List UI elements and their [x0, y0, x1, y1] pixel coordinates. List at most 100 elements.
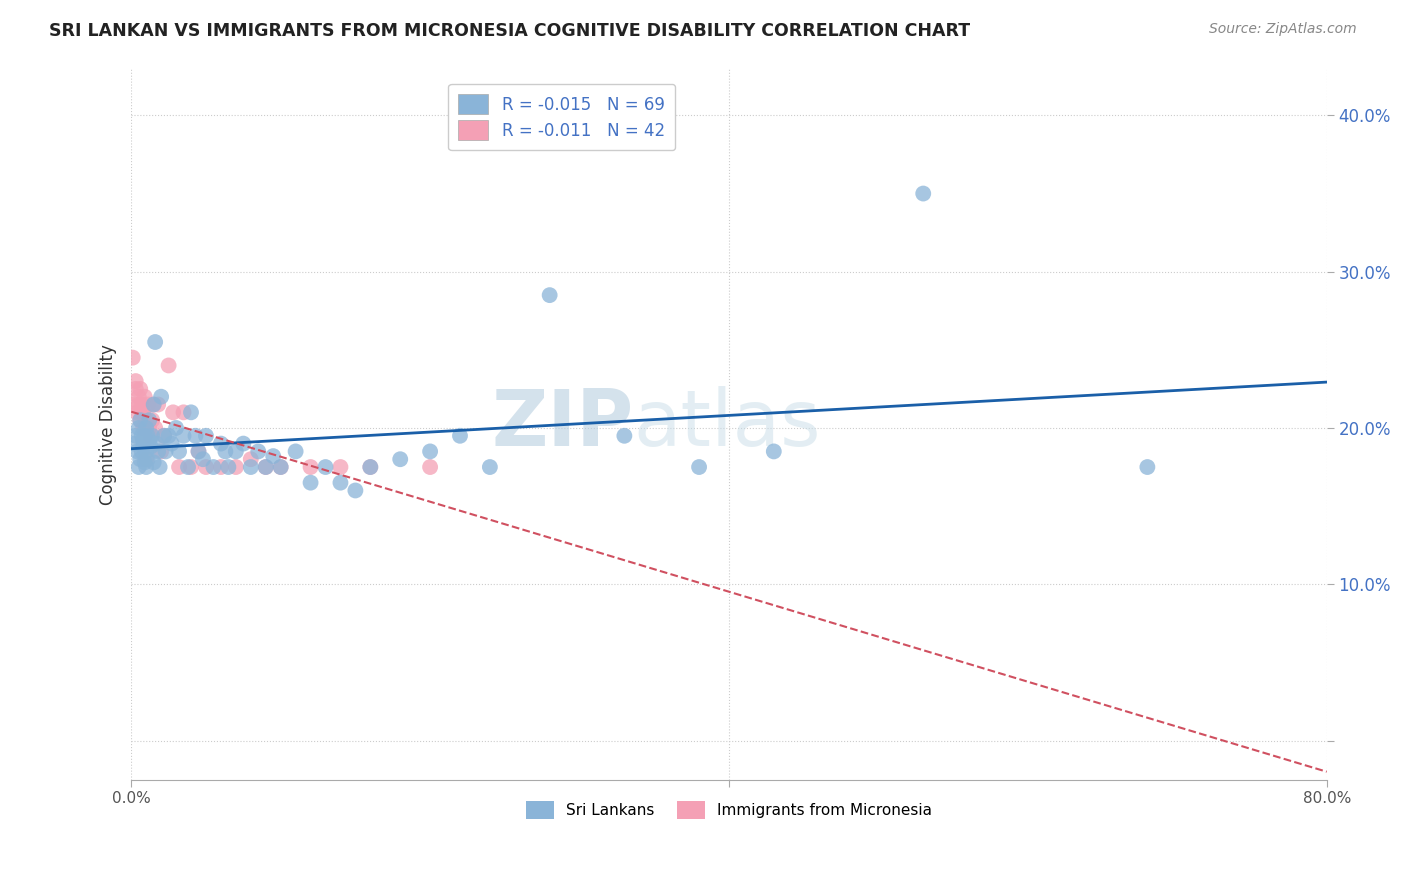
Point [912, 186, 935, 201]
Point [254, 460, 277, 475]
Point [202, 460, 225, 475]
Point [131, 398, 153, 412]
Point [135, 452, 157, 467]
Point [180, 405, 202, 419]
Point [167, 460, 190, 475]
Point [165, 421, 187, 435]
Point [129, 413, 152, 427]
Point [129, 452, 152, 467]
Point [177, 460, 200, 475]
Point [191, 452, 214, 467]
Point [149, 460, 172, 475]
Point [125, 382, 148, 396]
Point [157, 359, 180, 373]
Point [128, 460, 150, 475]
Point [232, 436, 254, 450]
Point [299, 460, 322, 475]
Point [329, 460, 352, 475]
Point [138, 434, 160, 448]
Point [344, 483, 367, 498]
Text: ZIP: ZIP [491, 386, 633, 462]
Point [128, 390, 150, 404]
Point [134, 429, 156, 443]
Point [145, 436, 167, 450]
Point [122, 436, 145, 450]
Point [284, 444, 307, 458]
Point [131, 429, 153, 443]
Point [1136, 460, 1159, 475]
Point [239, 460, 262, 475]
Point [131, 444, 153, 458]
Point [142, 398, 165, 412]
Point [217, 460, 239, 475]
Point [247, 444, 270, 458]
Point [538, 288, 561, 302]
Point [173, 429, 195, 443]
Point [209, 460, 232, 475]
Point [143, 421, 166, 435]
Point [389, 452, 412, 467]
Point [329, 475, 352, 490]
Point [225, 460, 247, 475]
Text: SRI LANKAN VS IMMIGRANTS FROM MICRONESIA COGNITIVE DISABILITY CORRELATION CHART: SRI LANKAN VS IMMIGRANTS FROM MICRONESIA… [49, 22, 970, 40]
Point [136, 452, 159, 467]
Point [762, 444, 785, 458]
Point [127, 405, 149, 419]
Point [139, 440, 162, 454]
Point [142, 455, 165, 469]
Point [129, 413, 152, 427]
Point [270, 460, 292, 475]
Point [138, 413, 160, 427]
Point [262, 449, 284, 463]
Point [187, 444, 209, 458]
Point [121, 351, 143, 365]
Point [449, 429, 471, 443]
Point [146, 398, 169, 412]
Point [419, 444, 441, 458]
Point [135, 460, 157, 475]
Point [153, 429, 176, 443]
Point [136, 429, 159, 443]
Point [478, 460, 501, 475]
Point [160, 436, 183, 450]
Point [136, 398, 159, 412]
Point [134, 390, 156, 404]
Point [132, 440, 155, 454]
Point [155, 444, 177, 458]
Point [315, 460, 337, 475]
Point [688, 460, 710, 475]
Point [194, 460, 217, 475]
Point [173, 405, 195, 419]
Point [129, 382, 152, 396]
Point [239, 452, 262, 467]
Point [194, 429, 217, 443]
Point [135, 413, 157, 427]
Point [187, 444, 209, 458]
Point [142, 398, 165, 412]
Legend: Sri Lankans, Immigrants from Micronesia: Sri Lankans, Immigrants from Micronesia [520, 795, 938, 825]
Point [132, 405, 155, 419]
Point [143, 334, 166, 349]
Text: atlas: atlas [633, 386, 821, 462]
Point [613, 429, 636, 443]
Point [128, 421, 150, 435]
Point [225, 444, 247, 458]
Point [214, 444, 236, 458]
Point [131, 405, 153, 419]
Point [167, 444, 190, 458]
Point [128, 398, 150, 412]
Point [270, 460, 292, 475]
Text: Source: ZipAtlas.com: Source: ZipAtlas.com [1209, 22, 1357, 37]
Point [157, 429, 180, 443]
Point [132, 421, 155, 435]
Point [184, 429, 207, 443]
Point [254, 460, 277, 475]
Point [141, 429, 163, 443]
Point [146, 444, 169, 458]
Y-axis label: Cognitive Disability: Cognitive Disability [100, 343, 117, 505]
Point [419, 460, 441, 475]
Point [150, 444, 173, 458]
Point [138, 421, 160, 435]
Point [139, 429, 162, 443]
Point [180, 460, 202, 475]
